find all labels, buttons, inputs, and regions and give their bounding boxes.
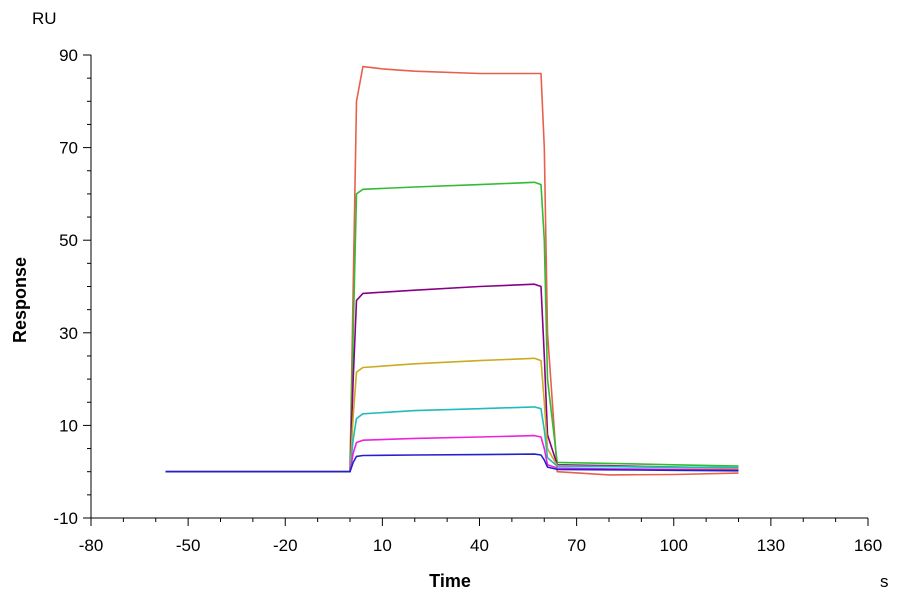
x-tick-label: 160 (854, 536, 882, 555)
y-tick-label: 90 (59, 46, 78, 65)
x-tick-label: 70 (567, 536, 586, 555)
y-tick-label: -10 (53, 509, 78, 528)
y-tick-label: 50 (59, 231, 78, 250)
series-line-7 (165, 453, 739, 473)
series-line-1 (165, 65, 739, 476)
x-tick-label: -20 (273, 536, 298, 555)
x-axis-title: Time (429, 571, 471, 591)
series-line-2 (165, 181, 739, 473)
y-tick-label: 10 (59, 416, 78, 435)
series-line-3 (165, 283, 739, 473)
series-line-5 (165, 406, 739, 473)
series-group (165, 65, 739, 476)
x-tick-label: 130 (757, 536, 785, 555)
tick-marks (83, 54, 869, 526)
tick-labels: -80 -50 -20 10 40 70 100 130 160 -10 10 30 50 70 90 (53, 46, 882, 555)
series-line-6 (165, 434, 739, 473)
y-tick-label: 70 (59, 139, 78, 158)
x-tick-label: -50 (176, 536, 201, 555)
y-tick-label: 30 (59, 324, 78, 343)
x-tick-label: -80 (79, 536, 104, 555)
x-tick-label: 10 (373, 536, 392, 555)
x-tick-label: 40 (470, 536, 489, 555)
y-unit-label: RU (32, 9, 57, 28)
y-axis-title: Response (10, 257, 30, 343)
x-unit-label: s (880, 572, 889, 591)
x-tick-label: 100 (660, 536, 688, 555)
